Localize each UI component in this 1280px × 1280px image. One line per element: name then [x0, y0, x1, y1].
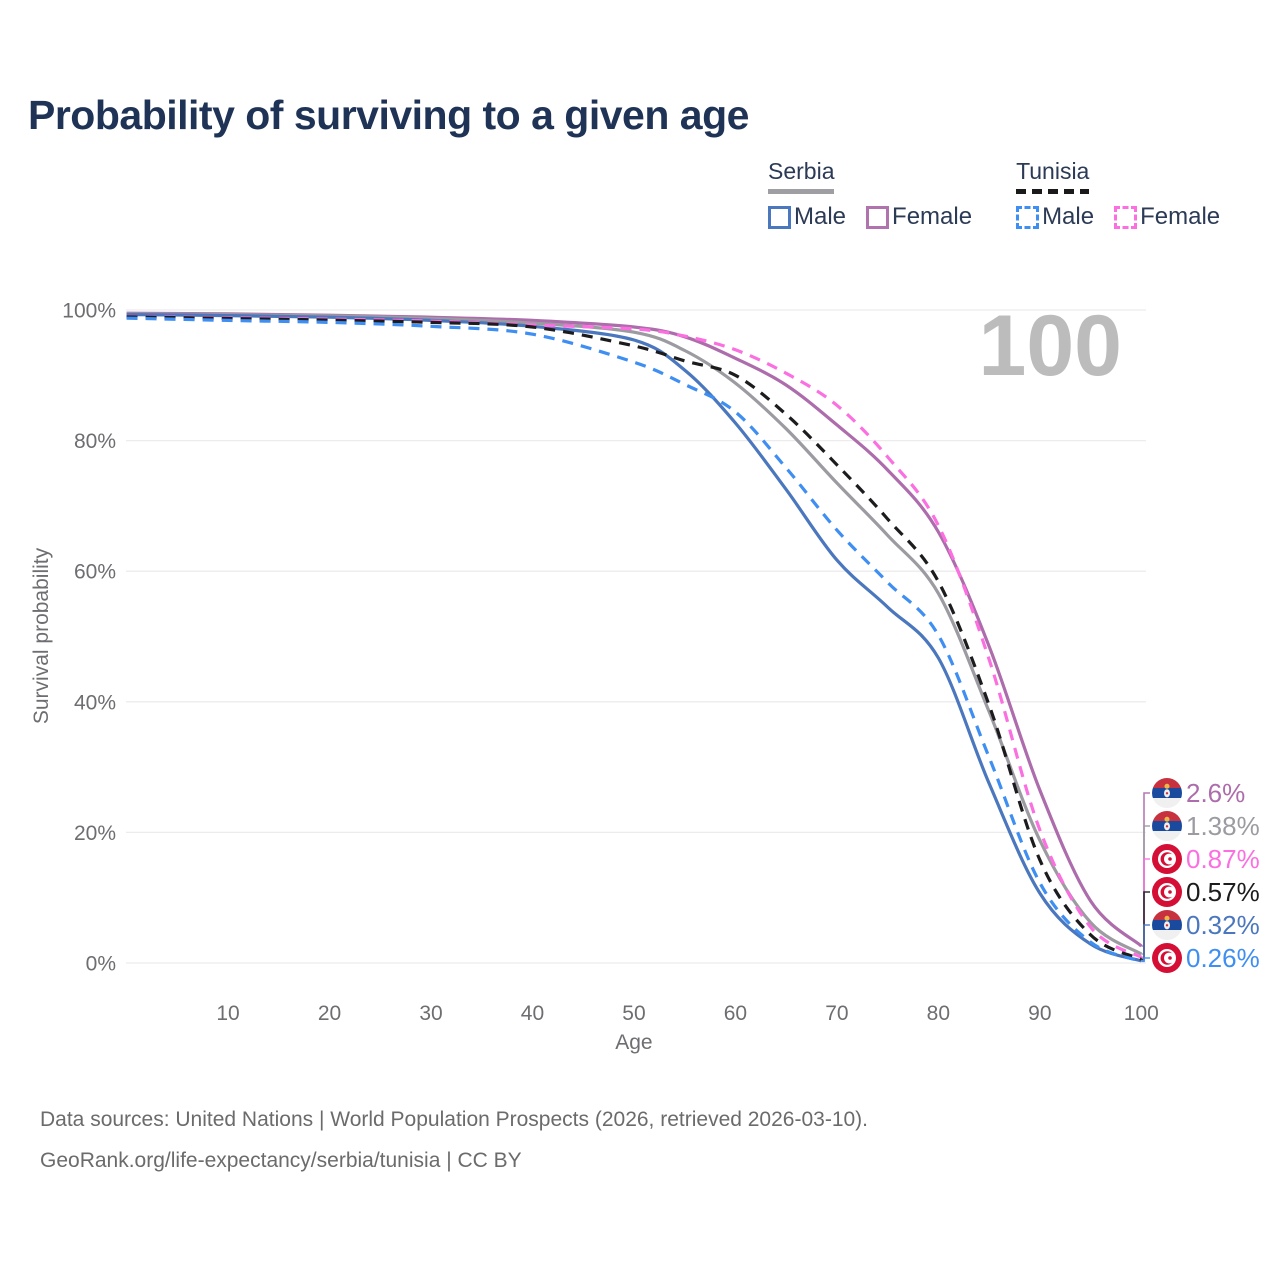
legend-country-tunisia[interactable]: Tunisia: [1016, 158, 1090, 194]
legend-item-label: Female: [892, 203, 973, 230]
label-connector-line: [1141, 792, 1150, 947]
age-watermark: 100: [979, 298, 1123, 394]
legend-item-label: Male: [794, 203, 847, 230]
x-axis-tick-label: 70: [825, 1002, 848, 1025]
tunisia-flag-icon: [1152, 877, 1182, 907]
legend-country-label: Tunisia: [1016, 158, 1090, 184]
source-url-note: GeoRank.org/life-expectancy/serbia/tunis…: [40, 1148, 522, 1172]
legend-country-label: Serbia: [768, 158, 835, 184]
x-axis-tick-label: 100: [1124, 1002, 1159, 1025]
serbia-flag-icon: [1152, 910, 1182, 940]
x-axis-tick-label: 80: [927, 1002, 950, 1025]
end-value-label: 1.38%: [1186, 811, 1260, 841]
line-serbia-all[interactable]: [126, 312, 1143, 956]
label-connector-line: [1141, 957, 1150, 963]
line-serbia-male[interactable]: [126, 312, 1142, 963]
y-axis-tick-label: 60%: [74, 561, 116, 584]
serbia-flag-icon: [1152, 811, 1182, 841]
y-axis-tick-label: 80%: [74, 430, 116, 453]
end-value-label: 0.87%: [1186, 844, 1260, 874]
end-value-label: 0.32%: [1186, 910, 1260, 940]
tunisia-flag-icon: [1152, 844, 1182, 874]
line-tunisia-male[interactable]: [126, 316, 1142, 963]
label-connector-line: [1141, 924, 1150, 962]
end-label-serbia-female: 2.6%: [1141, 778, 1245, 947]
legend-item-tunisia-male[interactable]: Male: [1016, 203, 1094, 231]
serbia-male-swatch-icon: [768, 205, 791, 229]
legend-item-tunisia-female[interactable]: Female: [1114, 203, 1220, 231]
legend-group-serbia: Serbia Male Female: [768, 158, 972, 231]
data-sources-note: Data sources: United Nations | World Pop…: [40, 1108, 869, 1131]
tunisia-female-swatch-icon: [1114, 205, 1138, 229]
legend-item-label: Female: [1140, 203, 1221, 230]
end-value-label: 0.26%: [1186, 943, 1260, 973]
end-label-serbia-all: 1.38%: [1141, 811, 1260, 955]
tunisia-flag-icon: [1152, 943, 1182, 973]
tunisia-line-style-swatch-icon: [1016, 189, 1090, 194]
x-axis-tick-label: 30: [419, 1002, 442, 1025]
tunisia-male-swatch-icon: [1016, 205, 1040, 229]
end-label-tunisia-all: 0.57%: [1141, 877, 1260, 961]
y-axis-tick-label: 20%: [74, 822, 116, 845]
x-axis-tick-label: 50: [622, 1002, 645, 1025]
legend-item-serbia-male[interactable]: Male: [768, 203, 846, 231]
x-axis-tick-label: 60: [724, 1002, 747, 1025]
y-axis-tick-label: 0%: [86, 953, 116, 976]
x-axis-tick-label: 20: [318, 1002, 341, 1025]
label-connector-line: [1141, 858, 1150, 959]
legend-item-label: Male: [1042, 203, 1095, 230]
y-axis-tick-label: 100%: [62, 300, 116, 323]
chart-legend: Serbia Male Female Tunisia: [768, 158, 1220, 231]
chart-footer: Data sources: United Nations | World Pop…: [40, 1100, 868, 1182]
end-value-label: 2.6%: [1186, 778, 1245, 808]
x-axis-tick-label: 90: [1028, 1002, 1051, 1025]
y-axis-tick-label: 40%: [74, 691, 116, 714]
x-axis-title: Age: [615, 1031, 652, 1054]
end-value-label: 0.57%: [1186, 877, 1260, 907]
end-label-tunisia-male: 0.26%: [1141, 943, 1260, 973]
serbia-female-swatch-icon: [866, 205, 890, 229]
legend-group-tunisia: Tunisia Male Female: [1016, 158, 1220, 231]
y-axis-title: Survival probability: [30, 547, 53, 724]
serbia-line-style-swatch-icon: [768, 189, 835, 194]
x-axis-tick-label: 10: [216, 1002, 239, 1025]
label-connector-line: [1141, 825, 1150, 955]
page-title: Probability of surviving to a given age: [28, 92, 749, 138]
legend-country-serbia[interactable]: Serbia: [768, 158, 835, 194]
line-serbia-female[interactable]: [126, 311, 1143, 948]
legend-item-serbia-female[interactable]: Female: [866, 203, 972, 231]
x-axis-tick-label: 40: [521, 1002, 544, 1025]
serbia-flag-icon: [1152, 778, 1182, 808]
end-label-serbia-male: 0.32%: [1141, 910, 1260, 962]
line-tunisia-all[interactable]: [126, 315, 1142, 961]
line-tunisia-female[interactable]: [126, 314, 1143, 959]
